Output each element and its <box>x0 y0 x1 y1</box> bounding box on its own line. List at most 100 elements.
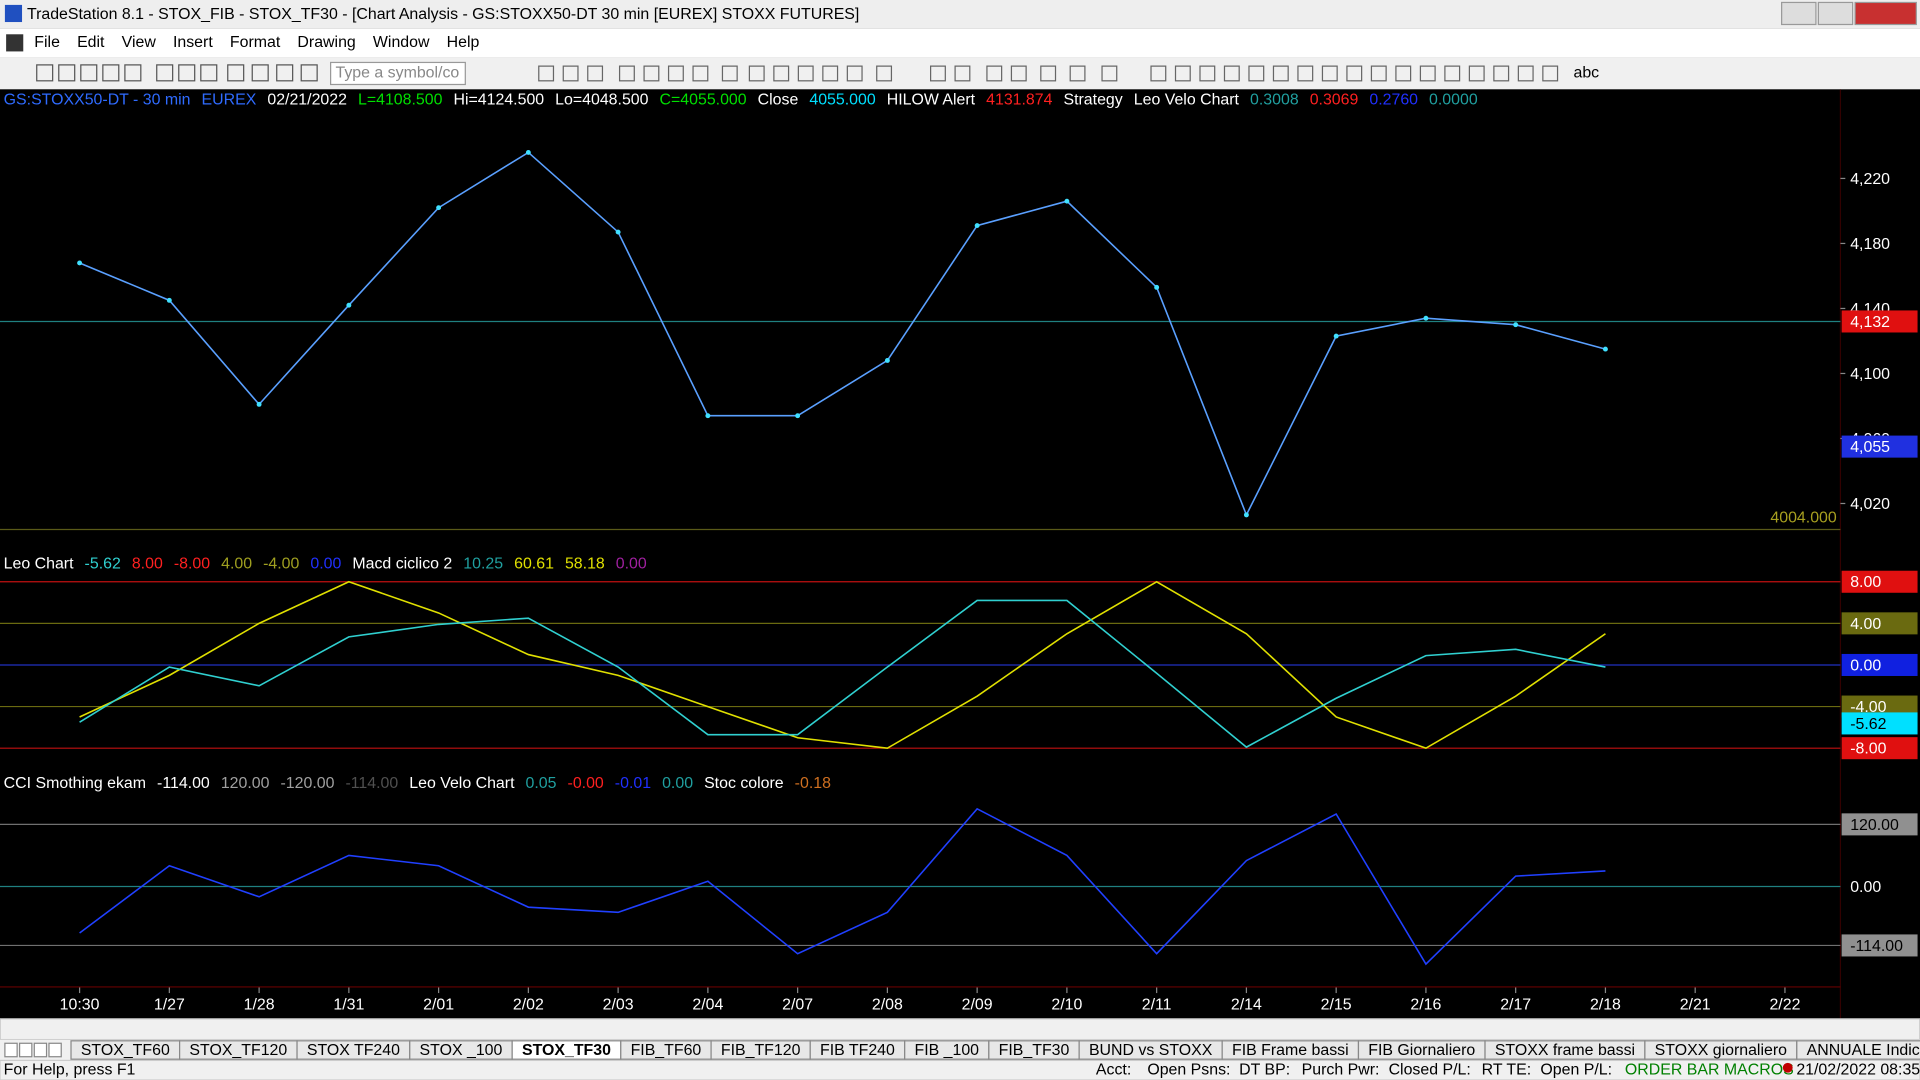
toolbar-button[interactable] <box>1010 65 1027 82</box>
menu-item[interactable]: Window <box>373 34 430 51</box>
toolbar-button[interactable] <box>156 64 174 82</box>
toolbar-button[interactable] <box>1248 65 1265 82</box>
toolbar-button[interactable] <box>721 65 738 82</box>
toolbar-button[interactable] <box>1517 65 1534 82</box>
maximize-button[interactable] <box>1817 1 1854 26</box>
toolbar-button[interactable] <box>1419 65 1436 82</box>
menu-icon <box>6 34 24 52</box>
x-tick-label: 2/08 <box>872 997 903 1014</box>
toolbar-button[interactable] <box>562 65 579 82</box>
legend-item: -0.01 <box>615 775 651 792</box>
toolbar-button[interactable] <box>1444 65 1461 82</box>
tab-nav[interactable] <box>48 1042 62 1058</box>
x-tick-label: 2/21 <box>1680 997 1711 1014</box>
toolbar-button[interactable] <box>748 65 765 82</box>
series-dot <box>436 205 442 211</box>
toolbar-button[interactable] <box>80 64 98 82</box>
marker-label: 4,132 <box>1850 314 1890 331</box>
scrollbar[interactable] <box>0 1018 1920 1041</box>
symbol-input[interactable] <box>330 61 466 86</box>
status-field: Open P/L: <box>1540 1061 1612 1078</box>
toolbar-button[interactable] <box>102 64 120 82</box>
toolbar-button[interactable] <box>1040 65 1057 82</box>
text-tool[interactable]: abc <box>1573 65 1599 82</box>
tab-label: STOX_TF60 <box>81 1042 170 1059</box>
status-macros[interactable]: ORDER BAR MACROS <box>1625 1061 1794 1078</box>
toolbar-button[interactable] <box>1223 65 1240 82</box>
toolbar-button[interactable] <box>227 64 245 82</box>
toolbar-button[interactable] <box>251 64 269 82</box>
toolbar-button[interactable] <box>986 65 1003 82</box>
toolbar-button[interactable] <box>1297 65 1314 82</box>
menu-item[interactable]: View <box>122 34 157 51</box>
toolbar-button[interactable] <box>538 65 555 82</box>
legend-item: 4055.000 <box>809 92 875 109</box>
toolbar-button[interactable] <box>1493 65 1510 82</box>
toolbar-button[interactable] <box>846 65 863 82</box>
toolbar-button[interactable] <box>1468 65 1485 82</box>
close-button[interactable] <box>1854 1 1917 26</box>
toolbar-button[interactable] <box>1321 65 1338 82</box>
toolbar-button[interactable] <box>300 64 318 82</box>
tab[interactable] <box>1796 1040 1920 1060</box>
legend-item: -120.00 <box>281 775 335 792</box>
toolbar-button[interactable] <box>58 64 76 82</box>
toolbar-button[interactable] <box>954 65 971 82</box>
menu-item[interactable]: Help <box>447 34 480 51</box>
toolbar-button[interactable] <box>1101 65 1118 82</box>
toolbar-button[interactable] <box>276 64 294 82</box>
toolbar-button[interactable] <box>667 65 684 82</box>
toolbar-button[interactable] <box>36 64 54 82</box>
toolbar-button[interactable] <box>587 65 604 82</box>
marker-box <box>1841 435 1918 458</box>
legend-item: -114.00 <box>345 775 398 792</box>
legend-item: 4131.874 <box>986 92 1052 109</box>
series-line <box>79 599 1606 749</box>
minimize-button[interactable] <box>1781 1 1817 26</box>
tab-nav[interactable] <box>33 1042 48 1058</box>
toolbar-button[interactable] <box>930 65 946 82</box>
legend-item: 120.00 <box>221 775 270 792</box>
toolbar-button[interactable] <box>1174 65 1191 82</box>
series-dot <box>1243 512 1249 518</box>
toolbar-button[interactable] <box>797 65 814 82</box>
menu-item[interactable]: File <box>34 34 60 51</box>
y-tick-box <box>1841 612 1918 635</box>
toolbar-button[interactable] <box>1272 65 1289 82</box>
toolbar-button[interactable] <box>822 65 839 82</box>
legend-item: 60.61 <box>514 556 554 573</box>
toolbar-button[interactable] <box>1069 65 1086 82</box>
toolbar-button[interactable] <box>692 65 709 82</box>
legend-item: EUREX <box>202 92 257 109</box>
toolbar-button[interactable] <box>178 64 196 82</box>
toolbar-button[interactable] <box>643 65 660 82</box>
toolbar-button[interactable] <box>773 65 790 82</box>
toolbar-button[interactable] <box>200 64 218 82</box>
menu-item[interactable]: Insert <box>173 34 213 51</box>
toolbar-button[interactable] <box>1395 65 1412 82</box>
x-tick-label: 2/22 <box>1769 997 1800 1014</box>
toolbar-button[interactable] <box>1199 65 1216 82</box>
toolbar-button[interactable] <box>1542 65 1559 82</box>
tab-label: STOXX giornaliero <box>1655 1042 1787 1059</box>
y-tick-box <box>1841 570 1918 593</box>
tab-label: FIB_TF120 <box>721 1042 801 1059</box>
toolbar-button[interactable] <box>1370 65 1387 82</box>
toolbar-button[interactable] <box>124 64 142 82</box>
y-tick-label: 4,220 <box>1850 171 1890 188</box>
toolbar-button[interactable] <box>1346 65 1363 82</box>
toolbar-button[interactable] <box>1150 65 1167 82</box>
toolbar-button[interactable] <box>618 65 635 82</box>
tab-nav[interactable] <box>18 1042 33 1058</box>
menu-item[interactable]: Drawing <box>297 34 355 51</box>
legend-item: Macd ciclico 2 <box>352 556 452 573</box>
tab-nav[interactable] <box>4 1042 18 1058</box>
menu-item[interactable]: Format <box>230 34 281 51</box>
legend-item: Close <box>758 92 799 109</box>
legend-item: 0.0000 <box>1429 92 1478 109</box>
toolbar-button[interactable] <box>876 65 893 82</box>
menu-item[interactable]: Edit <box>77 34 105 51</box>
marker-label: 4004.000 <box>1770 510 1836 527</box>
tab-label: STOX _100 <box>420 1042 503 1059</box>
